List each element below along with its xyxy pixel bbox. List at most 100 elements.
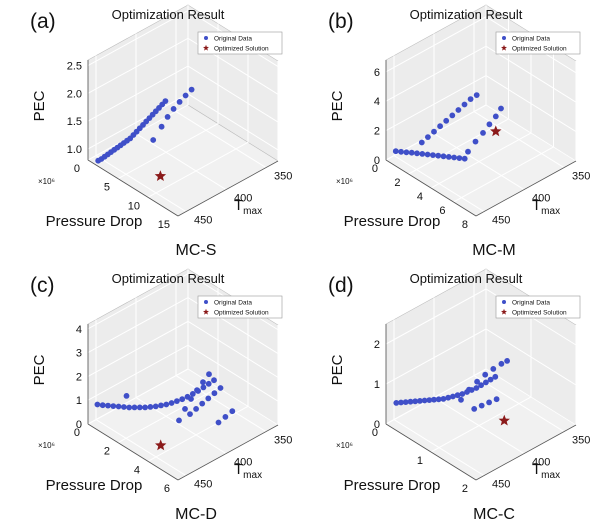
data-point — [435, 152, 442, 159]
x-tick-label: 0 — [74, 163, 80, 175]
data-point — [217, 385, 224, 391]
x-tick-label: 10 — [128, 200, 140, 212]
data-point — [486, 121, 493, 128]
data-point — [437, 123, 443, 130]
z-tick-label: 4 — [374, 96, 380, 108]
data-point — [200, 384, 207, 391]
data-point — [398, 148, 404, 155]
data-point — [435, 396, 442, 403]
panel-c: 0 1 2 3 4 0 2 4 6 350 400 450 PEC ×10⁶ Pressure Drop Tm… — [30, 268, 292, 523]
y-tick-label: 400 — [532, 457, 550, 469]
data-point — [443, 117, 450, 124]
y-axis-title-main: T — [532, 197, 541, 214]
data-point — [440, 396, 447, 402]
data-point — [504, 358, 510, 364]
grid-line-z — [385, 288, 577, 346]
z-tick-label: 6 — [374, 67, 380, 79]
z-tick-label: 1 — [76, 395, 82, 407]
panel-d: 0 1 2 0 1 2 350 400 450 PEC ×10⁶ Pressure Drop Tmax M… — [328, 268, 590, 523]
legend-marker-optimized — [203, 308, 209, 315]
data-point — [412, 398, 419, 405]
legend: Original Data Optimized Solution — [197, 31, 283, 55]
data-point — [417, 398, 423, 404]
y-tick-label: 400 — [532, 193, 550, 205]
data-point — [478, 402, 485, 409]
data-point — [121, 404, 127, 410]
y-tick-label: 450 — [194, 215, 212, 227]
data-point — [445, 394, 452, 401]
z-tick-label: 0 — [374, 155, 380, 167]
optimized-solution-star — [154, 170, 167, 181]
optimized-solution-star — [155, 439, 167, 451]
data-point — [205, 395, 212, 402]
x-tick-label: 6 — [439, 205, 445, 217]
original-data-series — [392, 92, 504, 162]
z-tick-label: 2 — [76, 371, 82, 383]
data-point — [492, 373, 499, 380]
data-point — [461, 101, 468, 108]
legend-label-original: Original Data — [512, 300, 550, 307]
z-tick-label: 2.0 — [67, 88, 82, 100]
legend-marker-optimized — [501, 308, 507, 315]
data-point — [229, 408, 236, 415]
case-label: MC-M — [472, 242, 516, 259]
legend-box — [495, 31, 581, 55]
case-label: MC-D — [175, 506, 217, 523]
data-point — [115, 403, 122, 410]
original-data-series — [94, 371, 236, 426]
legend-label-original: Original Data — [214, 300, 252, 307]
y-tick-label: 350 — [572, 171, 590, 183]
x-tick-label: 4 — [134, 464, 140, 476]
data-point — [403, 149, 410, 156]
data-point — [211, 390, 218, 397]
data-point — [407, 398, 414, 405]
data-point — [414, 150, 420, 157]
case-label: MC-C — [473, 506, 515, 523]
x-axis-line — [87, 423, 179, 481]
x-scale-label: ×10⁶ — [38, 177, 55, 186]
data-point — [482, 371, 489, 378]
z-tick-label: 1 — [374, 379, 380, 391]
y-tick-label: 400 — [234, 193, 252, 205]
data-point — [164, 114, 171, 120]
data-point — [456, 155, 463, 162]
original-data-series — [393, 358, 510, 412]
data-point — [150, 137, 157, 143]
data-point — [458, 396, 464, 403]
data-point — [473, 385, 480, 391]
data-point — [194, 387, 200, 393]
z-tick-label: 2 — [374, 339, 380, 351]
z-tick-label: 2 — [374, 126, 380, 138]
data-point — [465, 148, 471, 155]
z-tick-label: 3 — [76, 348, 82, 360]
y-axis-title-sub: max — [243, 206, 262, 217]
legend-marker-original — [204, 300, 208, 304]
data-point — [424, 151, 431, 158]
x-tick-label: 0 — [74, 427, 80, 439]
y-axis-title-main: T — [532, 461, 541, 478]
y-axis-title-main: T — [234, 461, 243, 478]
data-point — [498, 105, 504, 112]
data-point — [158, 402, 164, 409]
data-point — [478, 382, 484, 389]
legend: Original Data Optimized Solution — [495, 31, 581, 55]
y-tick-label: 450 — [492, 479, 510, 491]
data-point — [418, 139, 425, 146]
legend-marker-original — [204, 36, 208, 40]
panel-letter: (d) — [328, 274, 354, 297]
grid-line-z — [385, 328, 577, 386]
data-point — [459, 391, 466, 397]
z-tick-label: 4 — [76, 324, 82, 336]
legend-label-original: Original Data — [512, 36, 550, 43]
data-point — [188, 86, 195, 93]
y-axis-title: Tmax — [234, 197, 262, 217]
x-tick-label: 6 — [164, 483, 170, 495]
data-point — [189, 391, 196, 397]
legend-box — [495, 295, 581, 319]
legend-box — [197, 295, 283, 319]
panel-a: 1.0 1.5 2.0 2.5 0 5 10 15 350 400 450 PEC ×10⁶ Pressu… — [30, 4, 292, 259]
optimized-solution-star — [490, 125, 502, 137]
data-point — [445, 154, 452, 160]
data-point — [398, 399, 404, 406]
chart-title: Optimization Result — [112, 271, 225, 286]
